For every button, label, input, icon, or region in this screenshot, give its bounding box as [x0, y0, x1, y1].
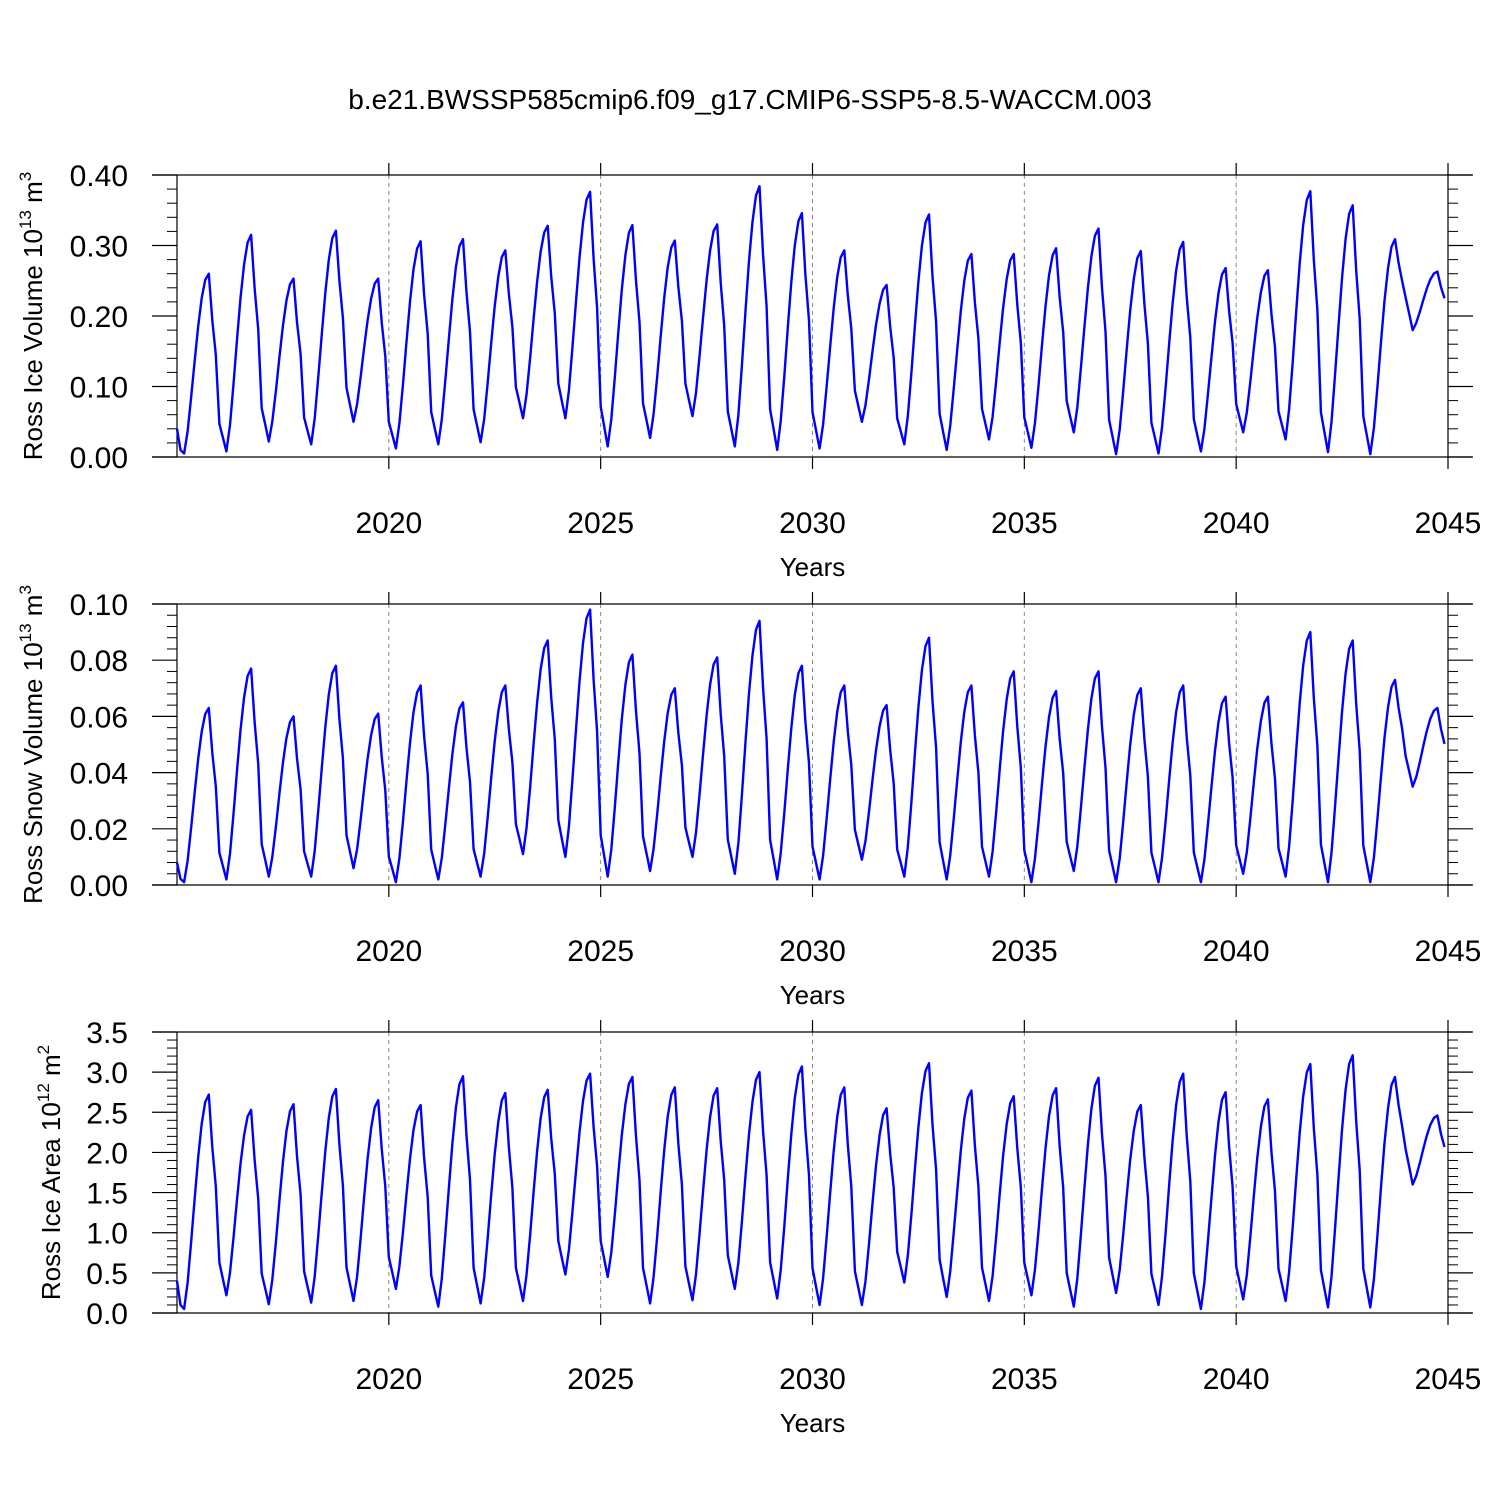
y-tick-label: 0.02 [70, 814, 128, 847]
x-axis-label: Years [780, 552, 846, 582]
y-tick-label: 0.00 [70, 870, 128, 903]
series-line [175, 608, 1446, 884]
y-tick-label: 0.04 [70, 758, 128, 791]
x-tick-label: 2040 [1203, 507, 1270, 540]
y-tick-label: 0.08 [70, 645, 128, 678]
y-tick-label: 1.5 [86, 1178, 128, 1211]
y-tick-label: 0.06 [70, 701, 128, 734]
x-tick-label: 2035 [991, 1363, 1058, 1396]
x-tick-label: 2030 [779, 507, 846, 540]
x-tick-label: 2020 [355, 935, 422, 968]
y-axis-label: Ross Snow Volume 1013 m3 [16, 585, 48, 904]
x-tick-label: 2045 [1415, 935, 1482, 968]
y-tick-label: 2.0 [86, 1137, 128, 1170]
x-tick-label: 2030 [779, 1363, 846, 1396]
x-tick-label: 2025 [567, 507, 634, 540]
y-tick-label: 0.30 [70, 231, 128, 264]
x-tick-label: 2035 [991, 507, 1058, 540]
y-tick-label: 0.20 [70, 301, 128, 334]
x-axis-label: Years [780, 1408, 846, 1438]
x-tick-label: 2030 [779, 935, 846, 968]
x-tick-label: 2020 [355, 1363, 422, 1396]
series-line [175, 185, 1446, 456]
y-axis-label: Ross Ice Volume 1013 m3 [16, 172, 48, 461]
y-tick-label: 3.5 [86, 1017, 128, 1050]
y-tick-label: 0.10 [70, 589, 128, 622]
y-tick-label: 0.10 [70, 372, 128, 405]
y-tick-label: 0.0 [86, 1298, 128, 1331]
x-tick-label: 2035 [991, 935, 1058, 968]
y-tick-label: 0.00 [70, 442, 128, 475]
y-axis-label: Ross Ice Area 1012 m2 [34, 1045, 66, 1300]
y-tick-label: 3.0 [86, 1057, 128, 1090]
x-axis-label: Years [780, 980, 846, 1010]
y-tick-label: 1.0 [86, 1218, 128, 1251]
y-tick-label: 0.5 [86, 1258, 128, 1291]
x-tick-label: 2025 [567, 1363, 634, 1396]
x-tick-label: 2040 [1203, 1363, 1270, 1396]
x-tick-label: 2020 [355, 507, 422, 540]
series-line [175, 1054, 1446, 1311]
x-tick-label: 2025 [567, 935, 634, 968]
x-tick-label: 2045 [1415, 507, 1482, 540]
page-title: b.e21.BWSSP585cmip6.f09_g17.CMIP6-SSP5-8… [348, 84, 1152, 115]
y-tick-label: 0.40 [70, 160, 128, 193]
x-tick-label: 2045 [1415, 1363, 1482, 1396]
x-tick-label: 2040 [1203, 935, 1270, 968]
y-tick-label: 2.5 [86, 1097, 128, 1130]
